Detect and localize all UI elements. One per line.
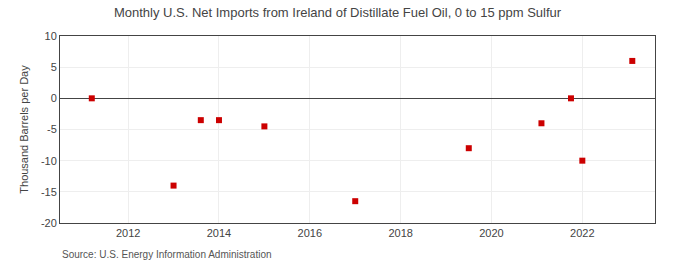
svg-text:-10: -10 (41, 155, 57, 167)
svg-text:2014: 2014 (207, 227, 231, 239)
svg-text:Thousand Barrels per Day: Thousand Barrels per Day (18, 65, 30, 194)
svg-text:2018: 2018 (388, 227, 412, 239)
svg-text:-20: -20 (41, 217, 57, 229)
svg-text:0: 0 (51, 92, 57, 104)
svg-text:-5: -5 (47, 123, 57, 135)
svg-text:5: 5 (51, 61, 57, 73)
svg-text:2016: 2016 (298, 227, 322, 239)
svg-text:Monthly U.S. Net Imports from: Monthly U.S. Net Imports from Ireland of… (114, 5, 562, 20)
svg-text:2022: 2022 (570, 227, 594, 239)
svg-text:2020: 2020 (479, 227, 503, 239)
svg-text:-15: -15 (41, 186, 57, 198)
svg-text:10: 10 (45, 30, 57, 42)
svg-text:2012: 2012 (116, 227, 140, 239)
svg-text:Source: U.S. Energy Informatio: Source: U.S. Energy Information Administ… (62, 249, 272, 260)
